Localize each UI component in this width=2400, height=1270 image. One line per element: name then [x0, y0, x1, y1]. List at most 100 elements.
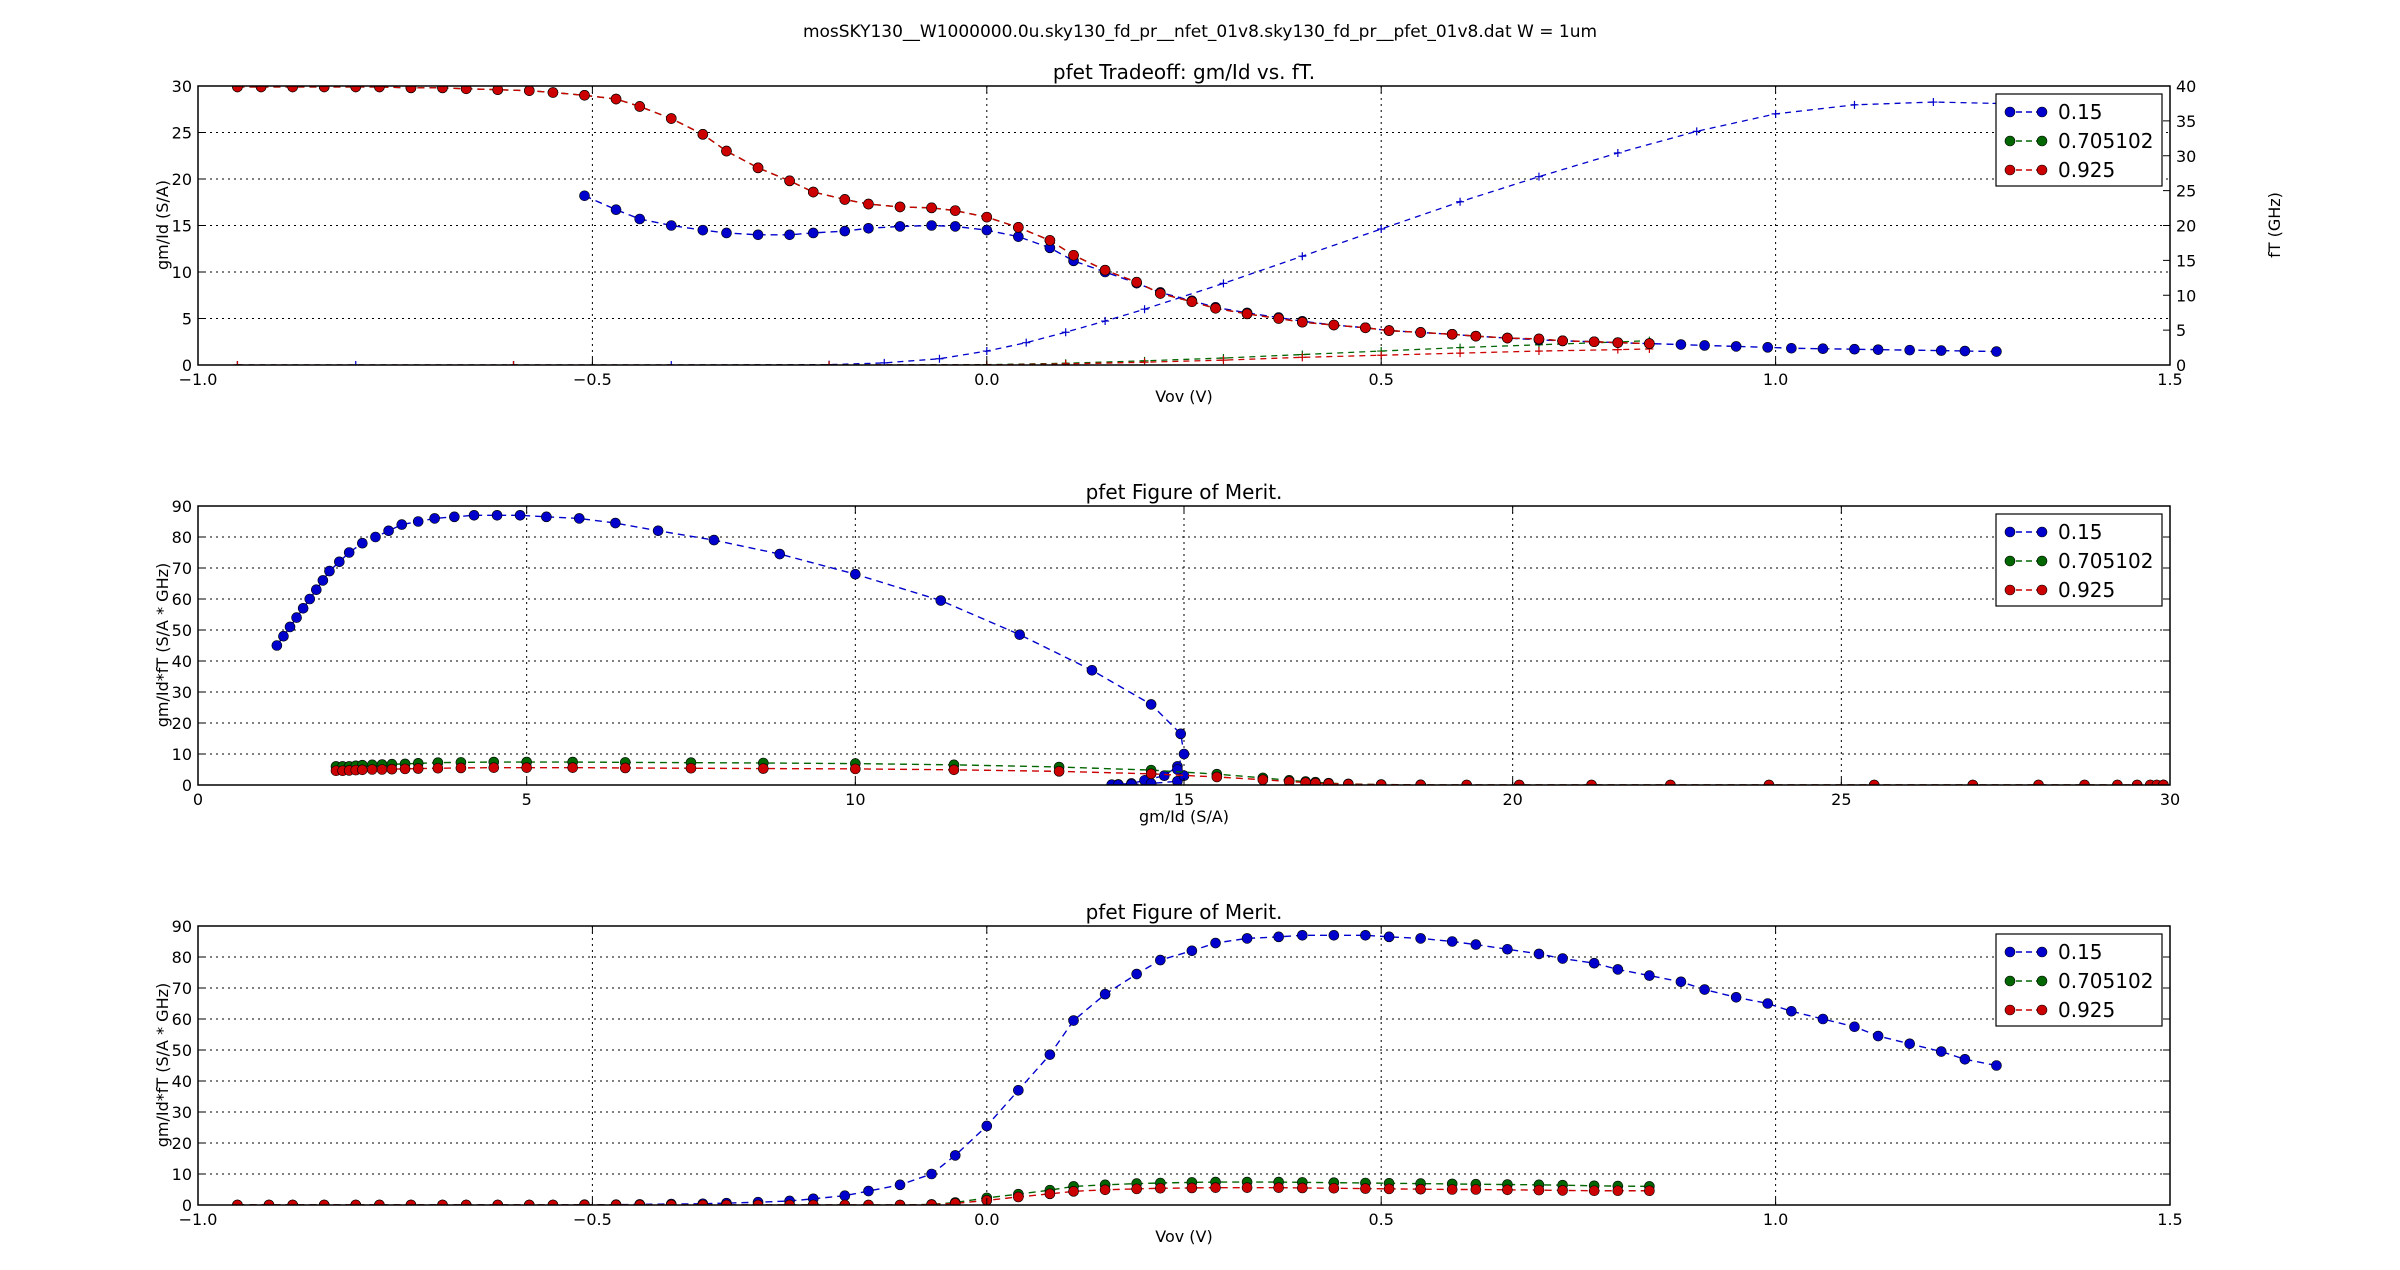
series-marker-0.925 [1257, 774, 1269, 785]
figure-of-merit-vs-vov-chart: pfet Figure of Merit. −1.0 −0.5 0.0 0.5 1.0 1… [153, 900, 2183, 1246]
x-axis-label: Vov (V) [1155, 387, 1212, 406]
series-marker-0.925 [1044, 1188, 1056, 1200]
series-marker-0.925 [1513, 779, 1525, 785]
series-marker-0.15 [634, 213, 646, 225]
series-marker-0.925 [1470, 1184, 1482, 1195]
series-marker-0.925 [752, 162, 764, 174]
series-marker-0.925 [949, 205, 961, 216]
ft-series-marker-0.15 [1219, 279, 1228, 288]
y2-tick-label: 10 [2176, 286, 2196, 305]
ft-series-marker-0.925 [233, 361, 242, 365]
series-marker-0.925 [432, 762, 444, 774]
plot-area [232, 929, 2002, 1205]
series-marker-0.925 [2131, 779, 2143, 785]
series-marker-0.925 [1310, 777, 1321, 785]
series-marker-0.15 [1849, 343, 1860, 355]
x-tick-label: 0.5 [1368, 370, 1393, 389]
y-tick-label: 80 [172, 948, 192, 967]
series-line-0.705102 [237, 1181, 1650, 1205]
x-tick-label: 0.5 [1368, 1210, 1393, 1229]
series-marker-0.15 [1872, 1030, 1884, 1042]
series-marker-0.15 [1178, 748, 1190, 760]
legend-swatch-marker [2004, 526, 2016, 538]
series-marker-0.15 [784, 229, 795, 241]
ft-series-marker-0.15 [1377, 224, 1386, 233]
series-marker-0.925 [1612, 337, 1624, 348]
series-marker-0.15 [1730, 341, 1742, 352]
series-marker-0.15 [396, 519, 408, 530]
series-marker-0.15 [610, 204, 622, 215]
ft-series-marker-0.15 [1929, 98, 1938, 107]
plot-area [232, 86, 2002, 365]
y2-axis-label: fT (GHz) [2265, 192, 2284, 258]
series-marker-0.15 [1297, 929, 1308, 941]
series-marker-0.15 [1470, 939, 1482, 950]
series-marker-0.15 [491, 509, 503, 521]
y2-tick-label: 40 [2176, 77, 2196, 96]
series-marker-0.15 [1158, 770, 1170, 782]
ft-series-marker-0.925 [1219, 356, 1228, 365]
series-marker-0.925 [1612, 1185, 1624, 1197]
series-marker-0.15 [1383, 931, 1395, 943]
series-marker-0.15 [1145, 778, 1157, 785]
y-tick-label: 60 [172, 590, 192, 609]
series-marker-0.925 [807, 1199, 819, 1205]
legend-label: 0.705102 [2058, 969, 2153, 993]
series-marker-0.15 [1533, 948, 1545, 960]
series-marker-0.15 [981, 1120, 993, 1132]
series-marker-0.15 [1099, 988, 1111, 1000]
series-marker-0.15 [894, 1179, 906, 1191]
series-marker-0.925 [610, 93, 622, 105]
series-marker-0.925 [1533, 333, 1545, 345]
series-marker-0.15 [429, 513, 440, 524]
legend-label: 0.15 [2058, 940, 2103, 964]
series-line-0.705102 [336, 761, 2164, 785]
series-marker-0.15 [1786, 1005, 1797, 1017]
legend: 0.15 0.705102 0.925 [1995, 513, 2163, 607]
series-marker-0.925 [634, 101, 646, 112]
series-marker-0.15 [1241, 933, 1253, 944]
series-marker-0.15 [839, 225, 851, 237]
chart-title: pfet Figure of Merit. [1086, 480, 1283, 504]
series-line-0.705102 [237, 86, 1650, 345]
series-marker-0.15 [449, 511, 460, 523]
legend-swatch-marker [2004, 946, 2016, 958]
series-marker-0.925 [1383, 325, 1395, 336]
series-marker-0.925 [2079, 779, 2090, 785]
ft-series-marker-0.925 [1298, 353, 1307, 362]
ft-series-line-0.925 [237, 348, 1650, 365]
y-tick-label: 90 [172, 917, 192, 936]
x-axis-label: Vov (V) [1155, 1227, 1212, 1246]
y-axis-label: gm/Id*fT (S/A * GHz) [153, 563, 172, 727]
grid [198, 506, 2170, 785]
series-line-0.925 [237, 86, 1650, 345]
series-marker-0.15 [1210, 937, 1221, 949]
series-marker-0.925 [405, 86, 417, 94]
series-marker-0.15 [573, 513, 585, 524]
series-marker-0.15 [863, 1185, 874, 1197]
tradeoff-chart: pfet Tradeoff: gm/Id vs. fT. −1.0 −0.5 0.0… [153, 60, 2284, 406]
grid [198, 86, 2170, 365]
ft-series-marker-0.925 [1377, 351, 1386, 360]
series-marker-0.925 [1665, 779, 1676, 785]
series-marker-0.15 [1557, 953, 1568, 964]
series-marker-0.15 [1328, 929, 1340, 941]
series-marker-0.925 [1053, 766, 1065, 777]
series-marker-0.925 [697, 129, 709, 140]
y-tick-label: 80 [172, 528, 192, 547]
legend-swatch-marker [2004, 135, 2016, 147]
legend-label: 0.925 [2058, 998, 2115, 1022]
series-marker-0.925 [255, 86, 267, 93]
legend-swatch-marker [2036, 946, 2048, 958]
series-marker-0.925 [1470, 330, 1482, 342]
series-marker-0.925 [287, 1199, 298, 1205]
series-marker-0.15 [1612, 964, 1624, 975]
series-marker-0.15 [926, 1168, 937, 1180]
series-marker-0.15 [708, 534, 720, 546]
y2-tick-label: 5 [2176, 321, 2186, 340]
y-tick-label: 50 [172, 621, 192, 640]
series-marker-0.15 [1415, 933, 1426, 944]
series-marker-0.15 [383, 525, 394, 537]
series-marker-0.925 [1533, 1184, 1545, 1196]
